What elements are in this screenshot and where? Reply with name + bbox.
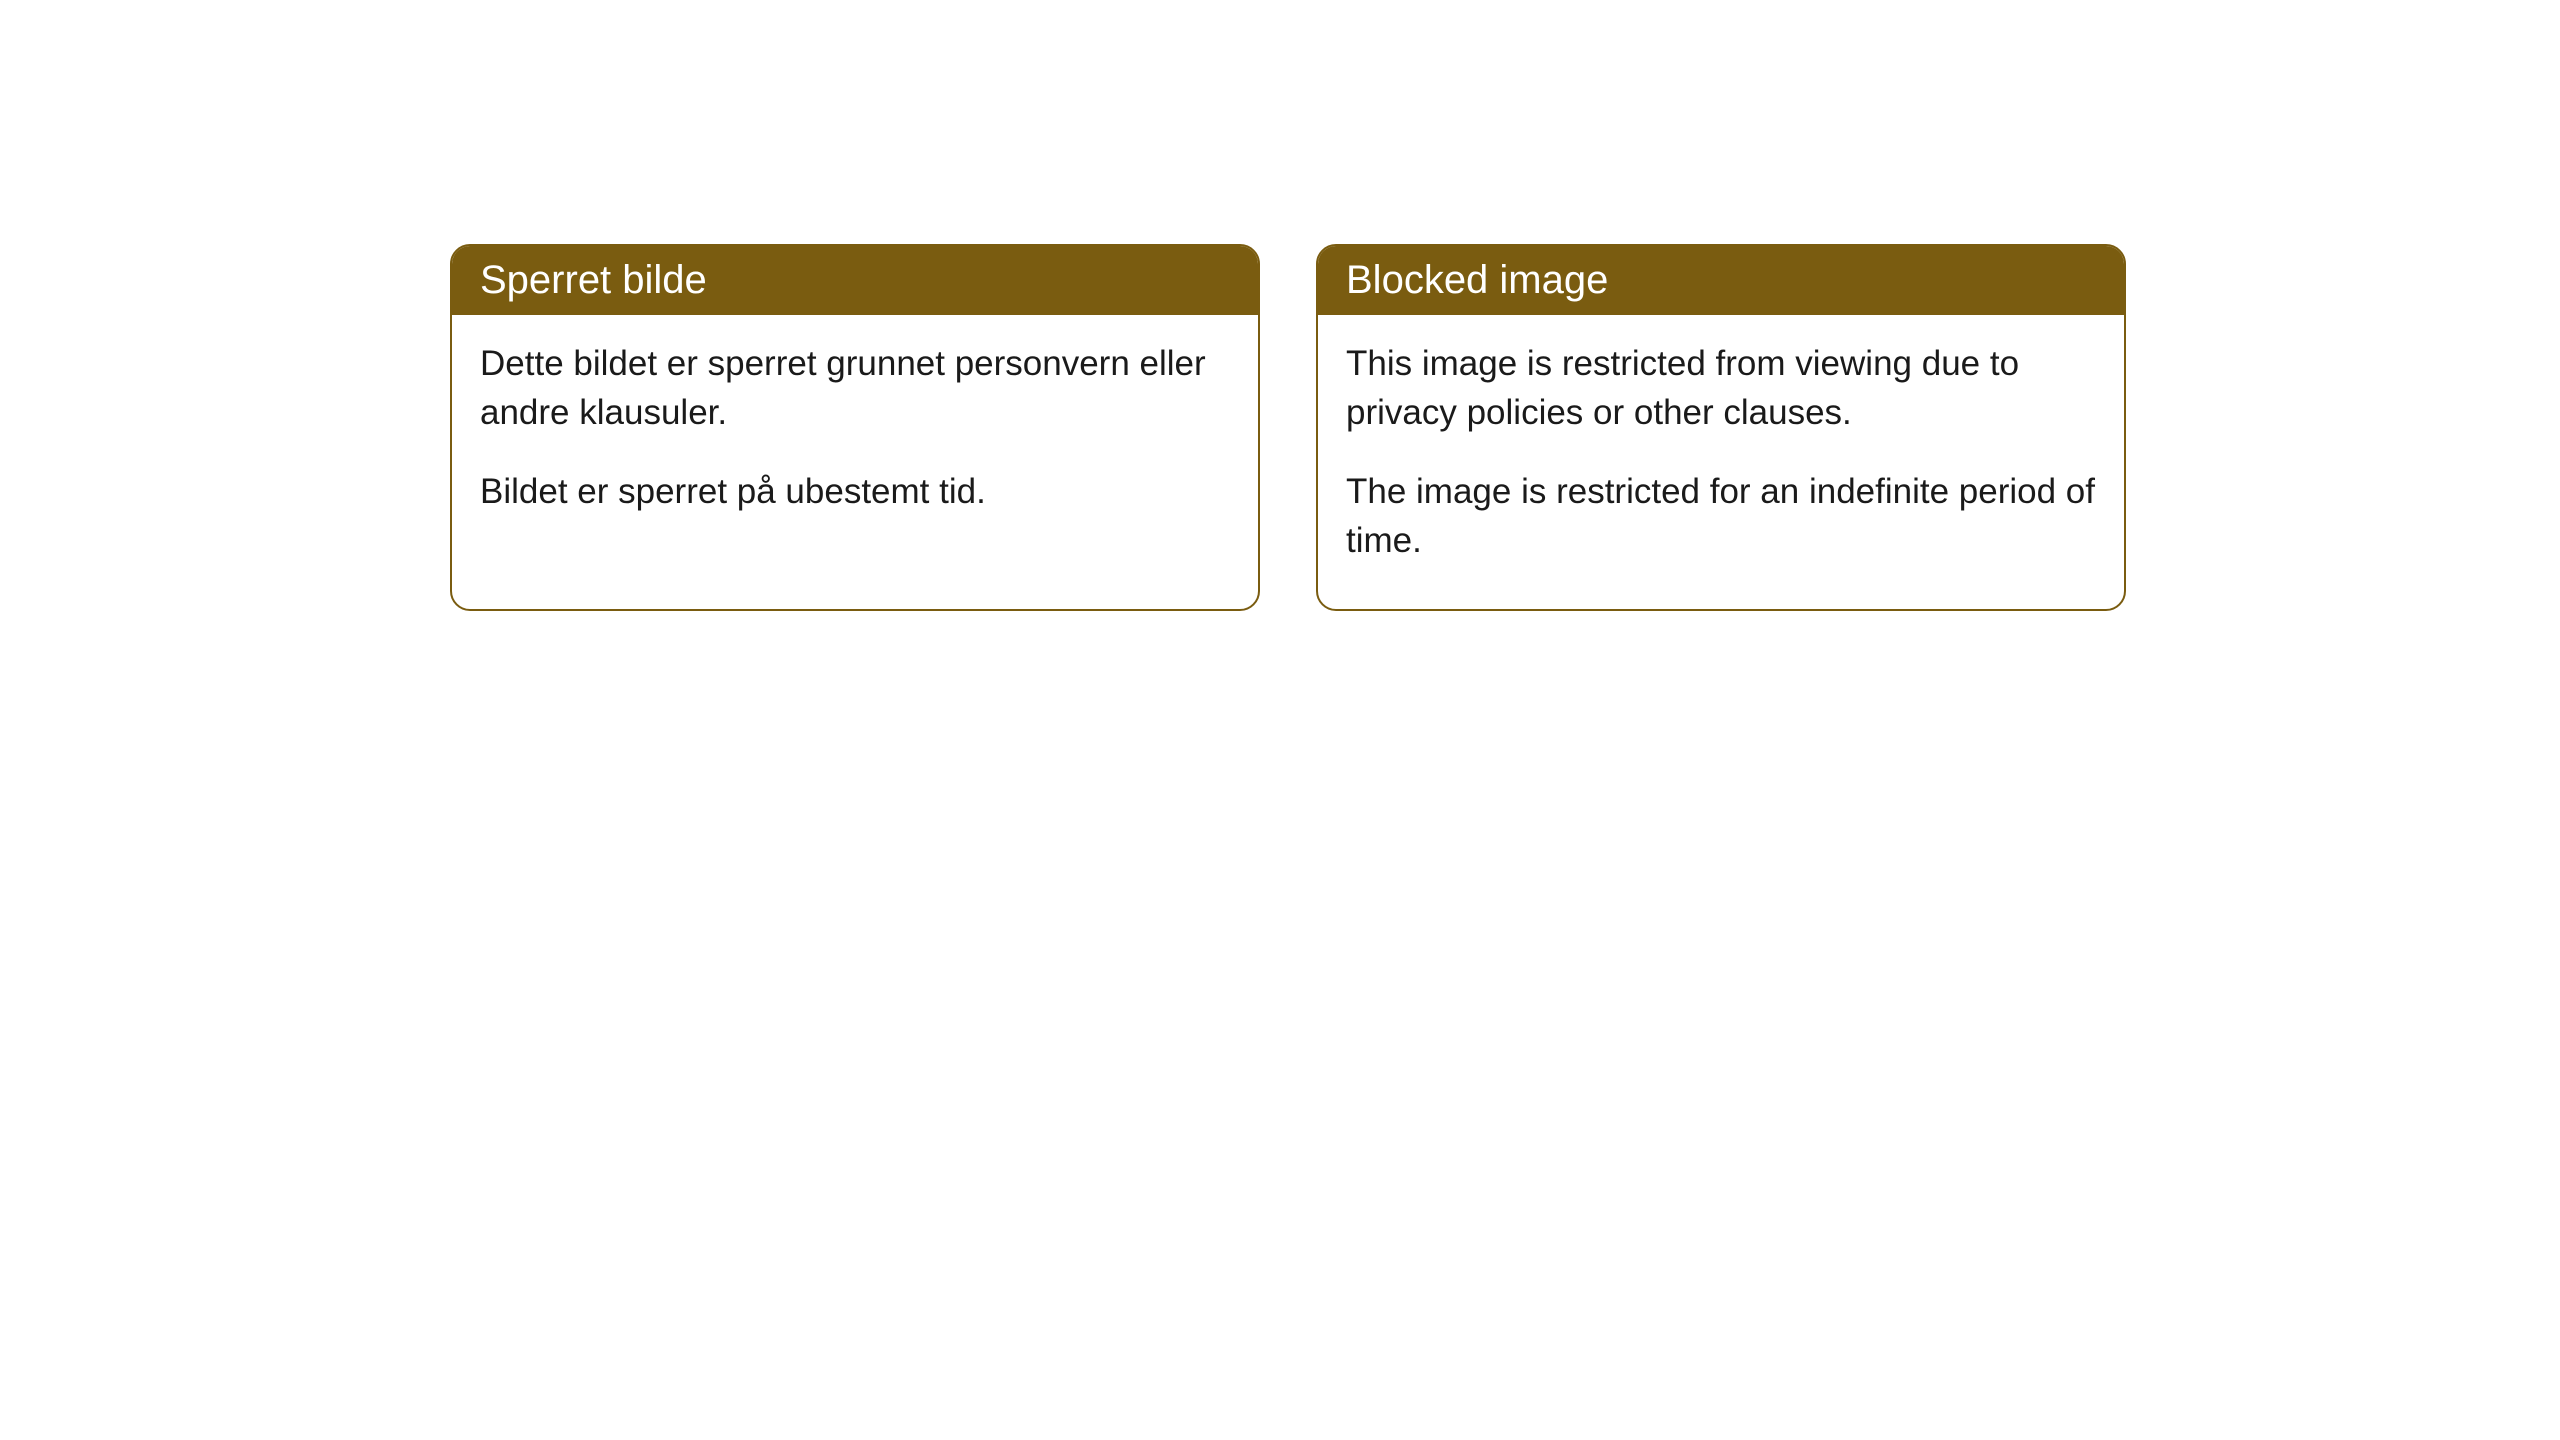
card-body: Dette bildet er sperret grunnet personve… (452, 315, 1258, 560)
notice-card-norwegian: Sperret bilde Dette bildet er sperret gr… (450, 244, 1260, 611)
notice-card-english: Blocked image This image is restricted f… (1316, 244, 2126, 611)
card-paragraph: The image is restricted for an indefinit… (1346, 467, 2096, 565)
card-title: Blocked image (1346, 258, 1608, 302)
card-paragraph: Bildet er sperret på ubestemt tid. (480, 467, 1230, 516)
card-title: Sperret bilde (480, 258, 707, 302)
card-paragraph: This image is restricted from viewing du… (1346, 339, 2096, 437)
card-header: Sperret bilde (452, 246, 1258, 315)
notice-cards-container: Sperret bilde Dette bildet er sperret gr… (450, 244, 2126, 611)
card-header: Blocked image (1318, 246, 2124, 315)
card-paragraph: Dette bildet er sperret grunnet personve… (480, 339, 1230, 437)
card-body: This image is restricted from viewing du… (1318, 315, 2124, 609)
